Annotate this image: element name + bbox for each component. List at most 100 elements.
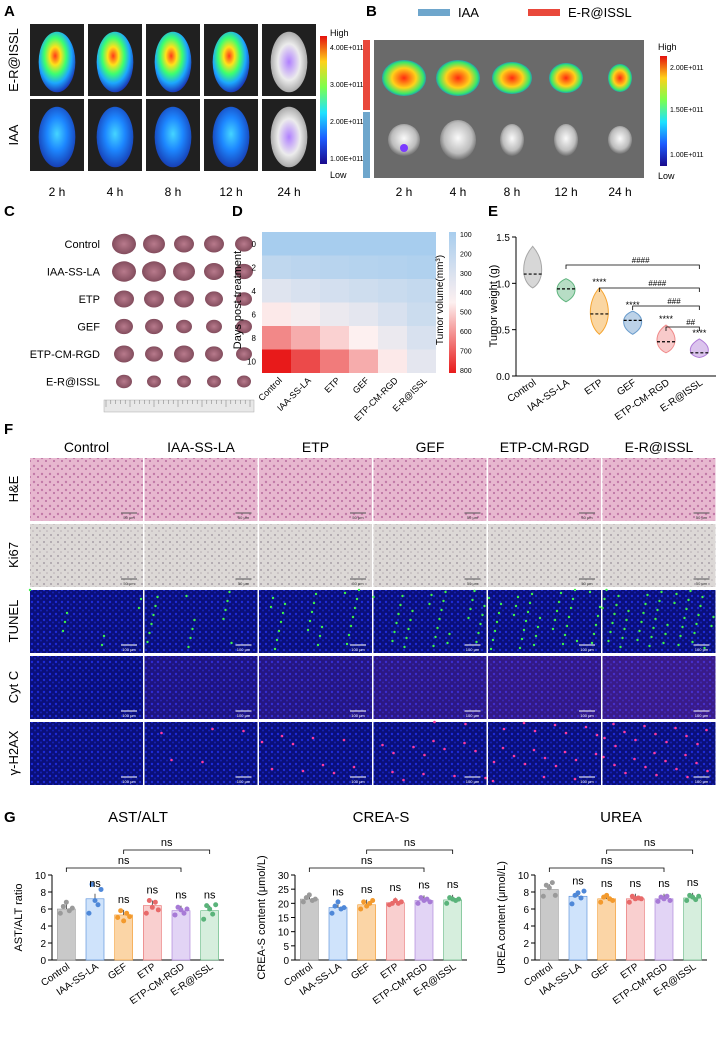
- scale-bar-label: 50 μm: [467, 581, 479, 586]
- tunel-spot: [271, 596, 275, 600]
- h2ax-spot: [594, 752, 598, 756]
- data-point: [540, 893, 546, 899]
- data-point: [181, 910, 187, 916]
- time-label: 8 h: [165, 185, 182, 199]
- h2ax-spot: [643, 724, 646, 728]
- tunel-spot: [395, 621, 398, 625]
- sig-marker: ****: [659, 314, 674, 324]
- tunel-spot: [662, 641, 665, 645]
- heatmap-cell: [349, 302, 378, 326]
- tunel-spot: [538, 616, 542, 620]
- tunel-spot: [63, 620, 67, 624]
- tunel-spot: [475, 640, 478, 644]
- tumor-iaa: [554, 124, 578, 156]
- tumor-iaa: [608, 126, 632, 154]
- sig-bracket-label: ns: [118, 855, 130, 867]
- stain-label: TUNEL: [6, 600, 21, 643]
- legend-swatch-iaa: [418, 9, 450, 16]
- tunel-spot: [687, 598, 690, 602]
- tunel-spot: [222, 617, 225, 621]
- tunel-spot: [401, 594, 404, 598]
- h2ax-spot: [523, 762, 527, 766]
- tunel-spot: [551, 627, 555, 631]
- micrograph: [602, 722, 716, 785]
- sig-bracket: [665, 326, 700, 331]
- tunel-spot: [446, 641, 449, 645]
- micrograph: [30, 656, 143, 719]
- tunel-spot: [154, 604, 157, 608]
- micrograph: [602, 458, 716, 521]
- micrograph: [488, 656, 601, 719]
- h2ax-spot: [584, 725, 588, 729]
- scale-bar-label: 100 μm: [122, 647, 136, 652]
- micrograph: [488, 458, 601, 521]
- scale-bar-label: 50 μm: [238, 515, 250, 520]
- data-point: [152, 899, 158, 905]
- micrograph: [259, 590, 372, 653]
- legend-swatch-erissl: [528, 9, 560, 16]
- data-point: [444, 900, 450, 906]
- tunel-spot: [675, 592, 678, 596]
- y-axis-label: UREA content (μmol/L): [496, 861, 508, 974]
- tumor-specimen: [144, 290, 164, 308]
- tunel-spot: [275, 638, 279, 642]
- day-tick: 4: [252, 287, 257, 296]
- y-tick-label: 10: [278, 928, 290, 939]
- tunel-spot: [139, 597, 143, 601]
- tunel-spot: [603, 597, 606, 601]
- scale-bar-label: 100 μm: [466, 647, 480, 652]
- tunel-spot: [605, 588, 608, 592]
- tunel-spot: [693, 631, 696, 635]
- h2ax-spot: [280, 734, 284, 738]
- micrograph: [259, 656, 372, 719]
- tumor-specimen: [142, 261, 166, 282]
- row-label: GEF: [77, 322, 100, 334]
- tunel-spot: [432, 644, 435, 648]
- h2ax-spot: [665, 740, 668, 744]
- heatmap-cell: [378, 279, 407, 303]
- data-point: [146, 898, 152, 903]
- panel-label: F: [4, 421, 13, 438]
- sig-bracket-label: ns: [404, 837, 416, 849]
- tunel-spot: [343, 591, 347, 595]
- panel-f: F Control IAA-SS-LA ETP GEF ETP-CM-RGD E-R@ISS…: [4, 421, 716, 785]
- heatmap-cell: [262, 279, 291, 303]
- group-tick: ETP: [322, 375, 341, 394]
- stain-label: Cyt C: [6, 671, 21, 704]
- sig-bracket-label: ns: [361, 855, 373, 867]
- heatmap-cell: [262, 326, 291, 350]
- tunel-spot: [650, 635, 653, 639]
- tunel-spot: [187, 645, 190, 649]
- bar: [300, 898, 319, 961]
- colorbar-tick: 500: [460, 310, 472, 317]
- data-point: [89, 881, 95, 887]
- tunel-spot: [152, 613, 155, 617]
- bar: [626, 898, 645, 961]
- heatmap-cell: [349, 255, 378, 279]
- tumor-specimen: [237, 375, 251, 388]
- h2ax-spot: [674, 726, 677, 730]
- mouse-signal: [154, 106, 192, 168]
- tunel-spot: [569, 606, 573, 610]
- bar: [171, 910, 191, 961]
- h2ax-spot: [644, 765, 647, 769]
- y-tick-label: 20: [278, 899, 290, 910]
- tunel-spot: [592, 632, 596, 636]
- tunel-spot: [283, 602, 287, 606]
- tunel-spot: [627, 609, 630, 613]
- tunel-spot: [467, 616, 470, 620]
- tunel-spot: [148, 631, 151, 635]
- y-tick-label: 4: [40, 922, 46, 933]
- h2ax-spot: [502, 727, 506, 731]
- heatmap-cell: [407, 349, 436, 373]
- heatmap-cell: [262, 232, 291, 256]
- tumor-specimen: [236, 347, 252, 361]
- scale-bar-label: 100 μm: [237, 713, 251, 718]
- heatmap-cell: [262, 302, 291, 326]
- h2ax-spot: [512, 754, 516, 758]
- tumor-specimen: [177, 375, 191, 388]
- micrograph: [488, 524, 601, 587]
- h2ax-spot: [564, 731, 568, 735]
- sig-bracket: [366, 849, 454, 854]
